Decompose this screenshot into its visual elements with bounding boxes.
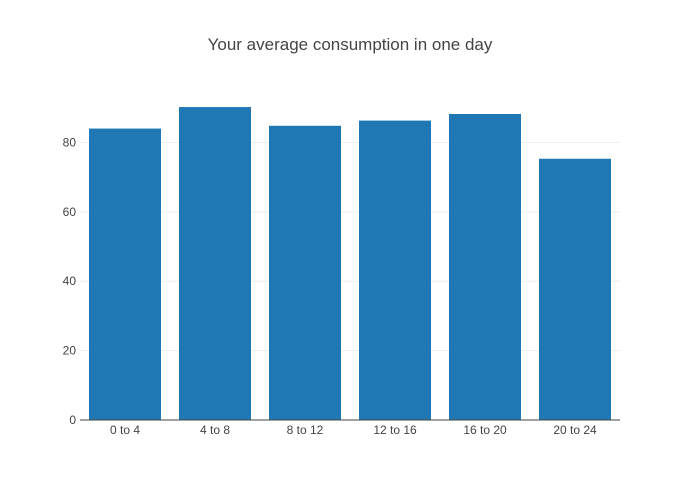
- chart-title: Your average consumption in one day: [208, 35, 493, 54]
- bar-20-to-24: [539, 158, 611, 420]
- bar-12-to-16: [359, 120, 431, 421]
- bar-4-to-8: [179, 107, 251, 421]
- x-tick-label: 8 to 12: [287, 423, 324, 437]
- x-tick-label: 4 to 8: [200, 423, 230, 437]
- x-tick-label: 20 to 24: [553, 423, 597, 437]
- y-tick-label: 60: [63, 205, 77, 219]
- bars: [89, 107, 611, 421]
- y-tick-label: 80: [63, 135, 77, 149]
- y-tick-label: 40: [63, 274, 77, 288]
- bar-8-to-12: [269, 125, 341, 420]
- y-tick-label: 0: [69, 413, 76, 427]
- x-axis-ticks: 0 to 4 4 to 8 8 to 12 12 to 16 16 to 20 20 to…: [110, 423, 597, 437]
- x-tick-label: 12 to 16: [373, 423, 417, 437]
- bar-0-to-4: [89, 128, 161, 421]
- gridlines: [80, 141, 620, 352]
- bar-16-to-20: [449, 114, 521, 420]
- x-tick-label: 0 to 4: [110, 423, 140, 437]
- x-tick-label: 16 to 20: [463, 423, 507, 437]
- y-tick-label: 20: [63, 344, 77, 358]
- y-axis-ticks: 0 20 40 60 80: [63, 135, 77, 427]
